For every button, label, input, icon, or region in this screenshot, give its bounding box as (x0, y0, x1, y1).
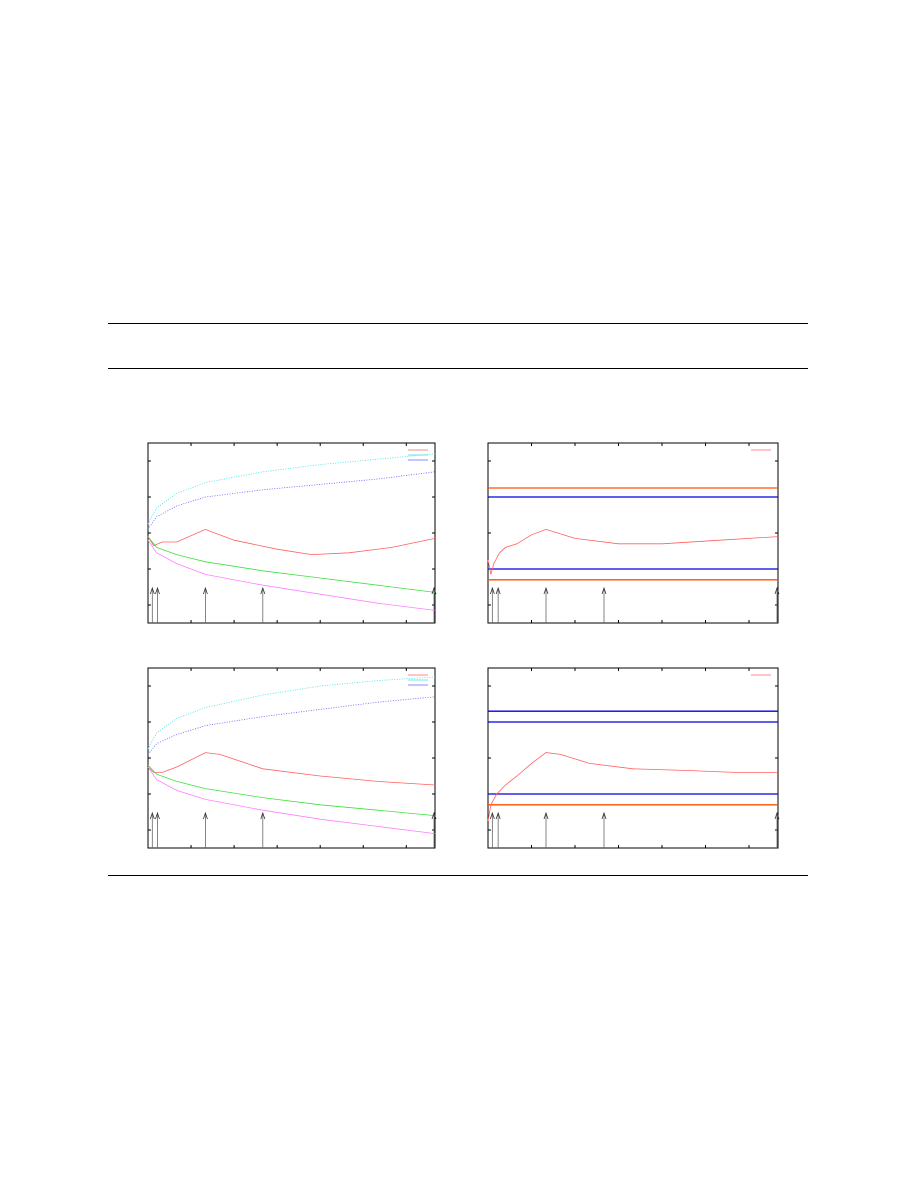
top-rule (108, 323, 808, 324)
arrow-head (149, 811, 155, 820)
arrow-head (489, 811, 495, 820)
arrow-head (601, 586, 607, 595)
series-line (147, 528, 436, 556)
series-line (147, 536, 436, 593)
arrow-head (149, 586, 155, 595)
top-left-panel (147, 442, 437, 624)
plot-frame (147, 442, 436, 624)
arrow-head (431, 586, 437, 595)
series-line (147, 696, 436, 755)
arrow-head (203, 811, 208, 820)
arrow-head (431, 811, 437, 820)
arrow-head (495, 586, 501, 595)
plot-frame (487, 442, 779, 624)
bottom-left-panel (147, 667, 437, 849)
arrow-head (601, 811, 607, 820)
series-line (147, 764, 436, 816)
arrow-head (774, 586, 780, 595)
bottom-right-panel (487, 667, 780, 849)
series-line (487, 752, 778, 822)
top-right-panel (487, 442, 780, 624)
arrow-head (155, 586, 160, 595)
series-line (147, 539, 436, 611)
series-line (487, 528, 779, 575)
arrow-head (489, 586, 495, 595)
plot-frame (147, 667, 436, 849)
header-rule (108, 368, 808, 369)
series-line (147, 453, 436, 525)
arrow-head (155, 811, 160, 820)
bottom-rule (108, 875, 808, 876)
arrow-head (203, 586, 208, 595)
arrow-head (260, 811, 266, 820)
arrow-head (260, 586, 266, 595)
series-line (147, 676, 436, 750)
arrow-head (543, 811, 549, 820)
plot-frame (487, 667, 779, 849)
series-line (147, 471, 436, 530)
arrow-head (774, 811, 780, 820)
arrow-head (495, 811, 501, 820)
series-line (147, 752, 436, 786)
series-line (147, 766, 436, 834)
arrow-head (543, 586, 549, 595)
